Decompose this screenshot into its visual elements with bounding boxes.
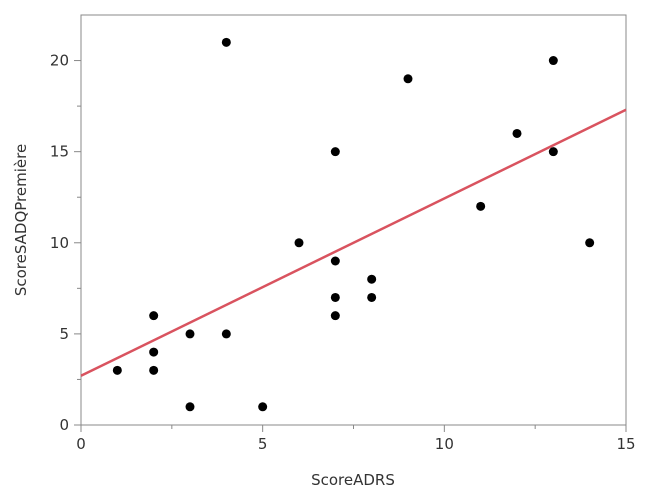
- data-point: [149, 311, 159, 321]
- data-point: [294, 238, 304, 248]
- y-tick-label: 0: [59, 416, 69, 434]
- data-point: [185, 329, 195, 339]
- data-point: [548, 56, 558, 66]
- regression-line: [80, 108, 627, 377]
- fit-line-layer: [80, 108, 627, 377]
- data-point: [258, 402, 268, 412]
- data-point: [149, 347, 159, 357]
- data-point: [221, 37, 231, 47]
- y-tick-label: 15: [50, 143, 69, 161]
- x-tick-label: 0: [76, 435, 86, 453]
- x-tick-label: 15: [616, 435, 635, 453]
- data-point: [185, 402, 195, 412]
- y-tick-label: 10: [50, 234, 69, 252]
- data-point: [330, 147, 340, 157]
- x-axis: 0 5 10 15: [76, 425, 636, 453]
- y-axis-title: ScoreSADQPremière: [12, 144, 30, 296]
- data-point: [221, 329, 231, 339]
- data-point: [112, 365, 122, 375]
- data-point: [149, 365, 159, 375]
- y-tick-label: 5: [59, 325, 69, 343]
- data-point: [548, 147, 558, 157]
- y-axis: 0 5 10 15 20: [50, 52, 81, 434]
- data-point: [367, 292, 377, 302]
- y-tick-label: 20: [50, 52, 69, 70]
- x-tick-label: 5: [258, 435, 268, 453]
- data-point: [330, 292, 340, 302]
- data-point: [403, 74, 413, 84]
- data-point: [330, 256, 340, 266]
- points-layer: [112, 37, 595, 412]
- x-axis-title: ScoreADRS: [311, 471, 395, 489]
- data-point: [476, 201, 486, 211]
- x-tick-label: 10: [435, 435, 454, 453]
- data-point: [512, 128, 522, 138]
- data-point: [330, 311, 340, 321]
- plot-area: [80, 14, 627, 426]
- data-point: [367, 274, 377, 284]
- data-point: [585, 238, 595, 248]
